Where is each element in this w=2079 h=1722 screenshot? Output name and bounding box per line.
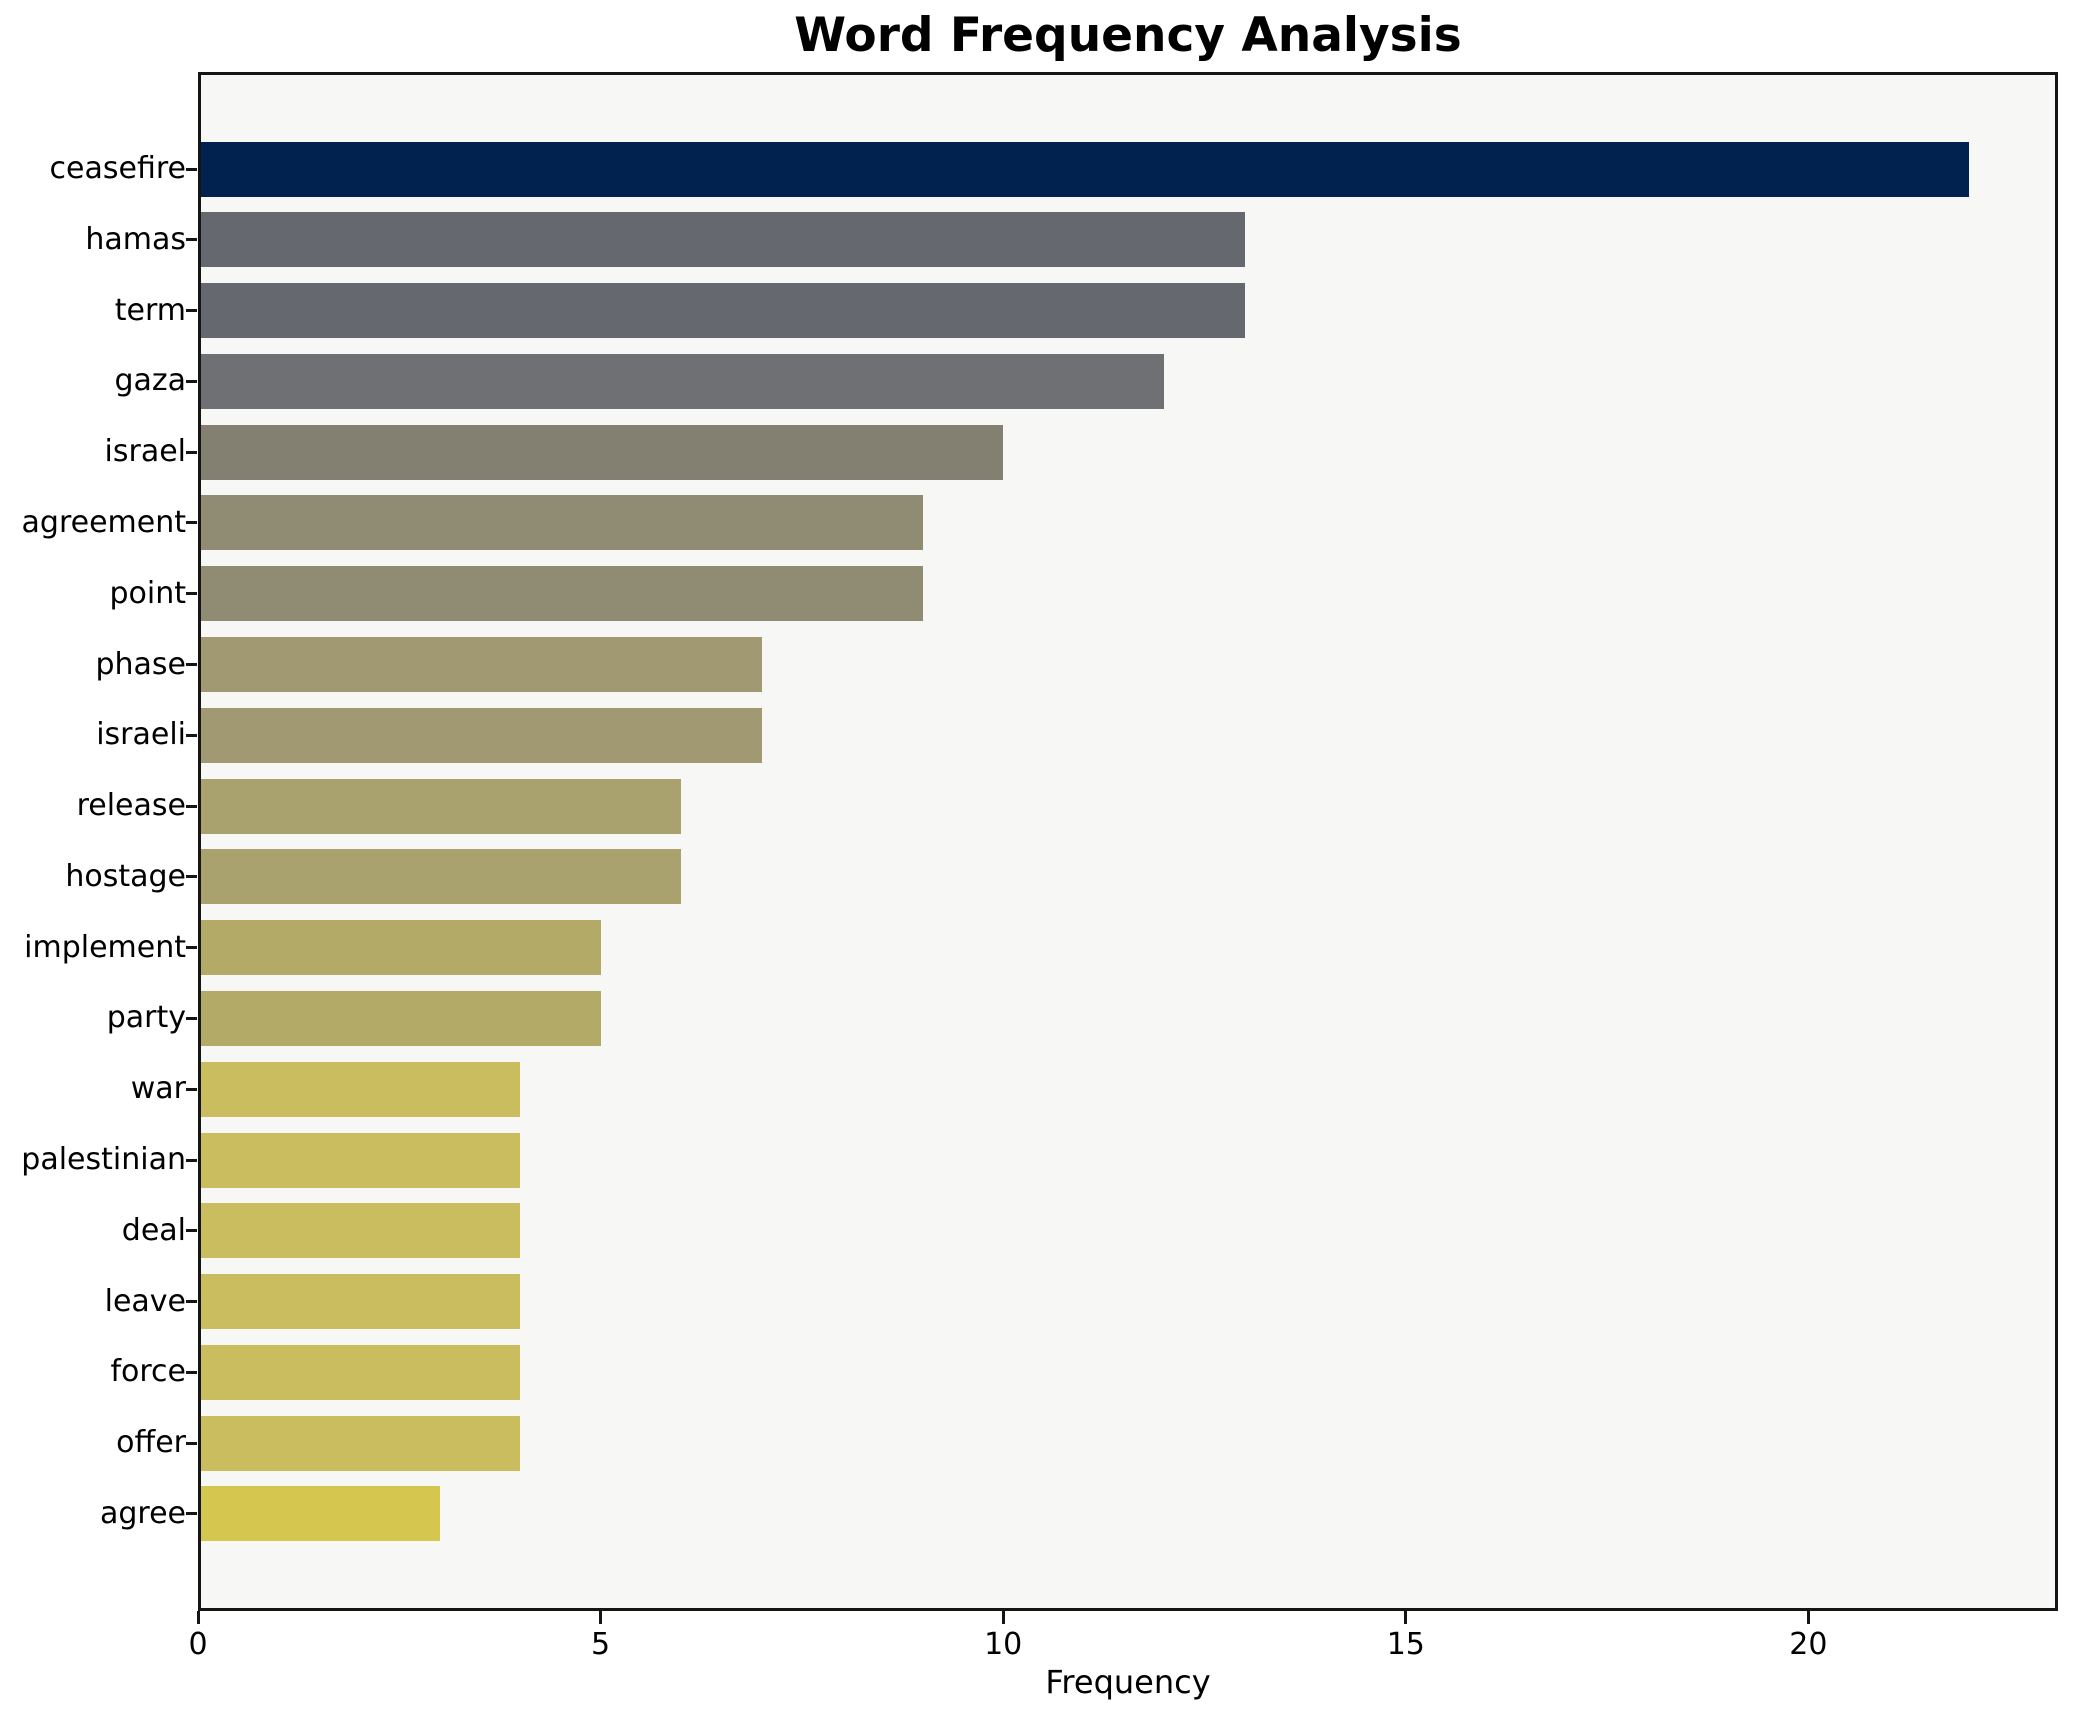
y-tick-mark — [186, 309, 197, 313]
bar-implement — [201, 920, 601, 976]
y-tick-mark — [186, 1370, 197, 1374]
y-tick-mark — [186, 804, 197, 808]
bar-hamas — [201, 212, 1245, 268]
y-tick-label-deal: deal — [121, 1212, 186, 1248]
x-tick-label-20: 20 — [1789, 1627, 1828, 1662]
bar-palestinian — [201, 1132, 521, 1188]
y-tick-label-force: force — [110, 1354, 186, 1390]
bar-agree — [201, 1486, 440, 1542]
x-tick-label-5: 5 — [591, 1627, 611, 1662]
y-tick-mark — [186, 1158, 197, 1162]
bar-leave — [201, 1274, 521, 1330]
y-tick-label-hamas: hamas — [85, 221, 186, 257]
y-tick-label-release: release — [76, 788, 186, 824]
y-tick-mark — [186, 592, 197, 596]
x-tick-label-10: 10 — [984, 1627, 1023, 1662]
y-tick-label-palestinian: palestinian — [21, 1142, 186, 1178]
y-tick-label-point: point — [109, 575, 186, 611]
bar-deal — [201, 1203, 521, 1259]
bar-release — [201, 778, 682, 834]
x-axis-label: Frequency — [1045, 1663, 1211, 1701]
bar-israeli — [201, 707, 762, 763]
y-tick-mark — [186, 1512, 197, 1516]
x-tick-mark — [1404, 1611, 1408, 1624]
y-tick-mark — [186, 733, 197, 737]
y-tick-mark — [186, 1229, 197, 1233]
y-tick-label-term: term — [114, 292, 186, 328]
y-tick-label-offer: offer — [116, 1425, 186, 1461]
y-tick-label-party: party — [106, 1000, 186, 1036]
y-tick-mark — [186, 521, 197, 525]
x-tick-mark — [196, 1611, 200, 1624]
y-tick-mark — [186, 167, 197, 171]
x-tick-label-0: 0 — [188, 1627, 208, 1662]
y-tick-mark — [186, 1300, 197, 1304]
bar-agreement — [201, 495, 923, 551]
y-tick-mark — [186, 1087, 197, 1091]
y-tick-mark — [186, 1441, 197, 1445]
y-tick-label-ceasefire: ceasefire — [49, 151, 186, 186]
y-tick-mark — [186, 1016, 197, 1020]
bar-offer — [201, 1415, 521, 1471]
y-tick-mark — [186, 663, 197, 667]
y-tick-label-agree: agree — [99, 1495, 186, 1531]
bar-gaza — [201, 353, 1165, 409]
y-tick-label-israeli: israeli — [96, 717, 186, 753]
bar-party — [201, 990, 601, 1046]
bar-force — [201, 1344, 521, 1400]
y-tick-label-agreement: agreement — [21, 504, 186, 540]
bar-point — [201, 566, 923, 622]
x-tick-mark — [1001, 1611, 1005, 1624]
y-tick-label-war: war — [130, 1071, 186, 1107]
bar-hostage — [201, 849, 682, 905]
y-tick-label-gaza: gaza — [114, 363, 186, 399]
bar-israel — [201, 424, 1004, 480]
chart-title: Word Frequency Analysis — [794, 8, 1462, 63]
bar-war — [201, 1061, 521, 1117]
y-tick-mark — [186, 875, 197, 879]
bar-term — [201, 283, 1245, 339]
x-tick-label-15: 15 — [1386, 1627, 1425, 1662]
bar-ceasefire — [201, 141, 1970, 197]
y-tick-mark — [186, 946, 197, 950]
y-tick-mark — [186, 238, 197, 242]
y-tick-mark — [186, 379, 197, 383]
y-tick-label-phase: phase — [95, 646, 186, 682]
y-tick-label-israel: israel — [104, 434, 186, 470]
x-tick-mark — [599, 1611, 603, 1624]
bar-phase — [201, 637, 762, 693]
y-tick-mark — [186, 450, 197, 454]
y-tick-label-leave: leave — [104, 1283, 186, 1319]
x-tick-mark — [1806, 1611, 1810, 1624]
y-tick-label-hostage: hostage — [65, 858, 186, 894]
y-tick-label-implement: implement — [24, 929, 186, 965]
